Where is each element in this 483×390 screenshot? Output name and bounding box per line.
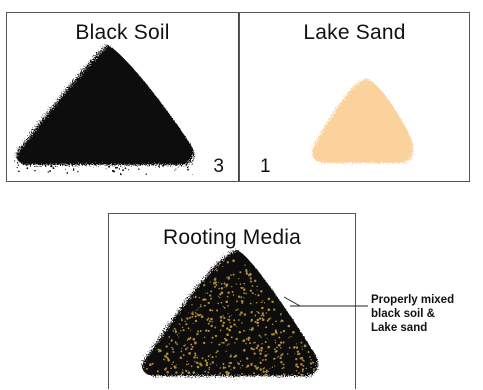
callout-line-1: Properly mixed: [371, 294, 455, 306]
black-soil-title: Black Soil: [75, 21, 170, 44]
black-soil-panel: Black Soil 3: [6, 12, 240, 182]
black-soil-pile: [14, 45, 194, 176]
rooting-media-pile: [142, 250, 318, 376]
lake-sand-title: Lake Sand: [303, 21, 406, 44]
rooting-media-title: Rooting Media: [162, 226, 301, 249]
lake-sand-panel: Lake Sand 1: [239, 12, 470, 182]
lake-sand-ratio: 1: [260, 156, 271, 177]
rooting-media-panel: Rooting Media: [108, 213, 356, 389]
callout-label: Properly mixed black soil & Lake sand: [371, 293, 483, 335]
black-soil-ratio: 3: [213, 156, 224, 177]
lake-sand-pile: [312, 79, 414, 163]
callout-line-2: black soil &: [371, 308, 435, 320]
callout-line-3: Lake sand: [371, 322, 428, 334]
